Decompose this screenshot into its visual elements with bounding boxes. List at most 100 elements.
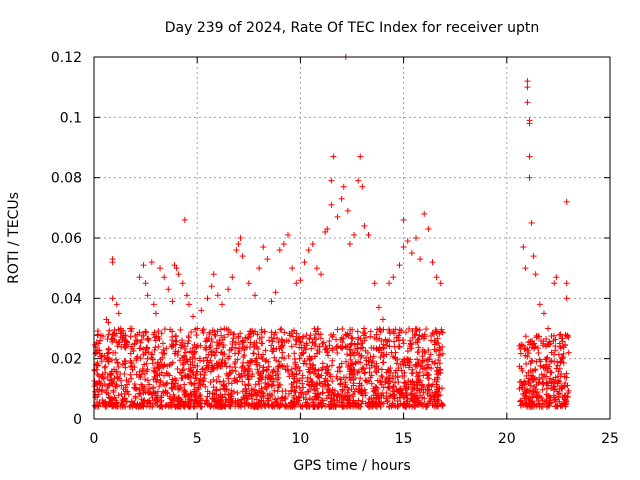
data-point — [329, 378, 336, 385]
data-point — [176, 369, 183, 376]
data-point — [425, 356, 432, 363]
data-point — [407, 340, 414, 347]
data-point — [109, 396, 116, 403]
data-point — [255, 378, 262, 385]
data-point — [146, 381, 153, 388]
data-point — [149, 351, 156, 358]
data-point — [355, 397, 362, 404]
data-point — [345, 386, 352, 393]
data-point — [407, 337, 414, 344]
data-point — [207, 379, 214, 386]
data-point — [181, 381, 188, 388]
data-point — [141, 383, 148, 390]
data-point — [416, 326, 423, 333]
data-point — [217, 392, 224, 399]
data-point — [153, 333, 160, 340]
data-point — [207, 403, 214, 410]
data-point — [161, 350, 168, 357]
data-point — [403, 392, 410, 399]
data-point — [174, 351, 181, 358]
data-point — [113, 368, 120, 375]
data-point — [400, 361, 407, 368]
grid — [94, 57, 610, 419]
data-point — [414, 349, 421, 356]
data-point — [320, 397, 327, 404]
data-point — [152, 337, 159, 344]
y-tick-label: 0.06 — [51, 231, 82, 247]
data-point — [232, 339, 239, 346]
data-point — [309, 396, 316, 403]
data-point — [123, 398, 130, 405]
data-point — [356, 382, 363, 389]
data-point — [429, 330, 436, 337]
data-point — [245, 401, 252, 408]
data-point — [392, 369, 399, 376]
data-point — [380, 359, 387, 366]
data-point — [377, 400, 384, 407]
data-point — [376, 335, 383, 342]
data-point — [232, 397, 239, 404]
data-point — [396, 343, 403, 350]
data-point — [299, 389, 306, 396]
data-point — [256, 362, 263, 369]
data-point — [435, 370, 442, 377]
data-points — [91, 54, 572, 410]
data-point — [349, 335, 356, 342]
data-point — [376, 395, 383, 402]
data-point — [157, 356, 164, 363]
data-point — [370, 345, 377, 352]
data-point — [133, 337, 140, 344]
data-point — [268, 382, 275, 389]
data-point — [159, 340, 166, 347]
data-point — [402, 329, 409, 336]
data-point — [333, 345, 340, 352]
data-point — [420, 384, 427, 391]
data-point — [181, 345, 188, 352]
data-point — [259, 374, 266, 381]
data-point — [114, 360, 121, 367]
data-point — [146, 403, 153, 410]
data-point — [221, 391, 228, 398]
data-point — [383, 342, 390, 349]
data-point — [373, 331, 380, 338]
data-point — [141, 397, 148, 404]
data-point — [136, 345, 143, 352]
data-point — [239, 378, 246, 385]
data-point — [189, 358, 196, 365]
data-point — [184, 373, 191, 380]
data-point — [140, 346, 147, 353]
data-point — [168, 360, 175, 367]
data-point — [320, 339, 327, 346]
data-point — [197, 371, 204, 378]
data-point — [241, 344, 248, 351]
data-point — [293, 395, 300, 402]
data-point — [270, 346, 277, 353]
data-point — [407, 381, 414, 388]
data-point — [118, 382, 125, 389]
data-point — [208, 336, 215, 343]
data-point — [423, 326, 430, 333]
data-point — [278, 326, 285, 333]
data-point — [229, 341, 236, 348]
data-point — [111, 326, 118, 333]
data-point — [435, 357, 442, 364]
data-point — [139, 383, 146, 390]
data-point — [249, 358, 256, 365]
data-point — [400, 340, 407, 347]
data-point — [211, 352, 218, 359]
data-point — [411, 392, 418, 399]
data-point — [395, 365, 402, 372]
data-point — [271, 387, 278, 394]
data-point — [110, 349, 117, 356]
data-point — [313, 350, 320, 357]
data-point — [222, 359, 229, 366]
data-point — [115, 363, 122, 370]
data-point — [285, 352, 292, 359]
data-point — [312, 330, 319, 337]
data-point — [323, 395, 330, 402]
data-point — [281, 329, 288, 336]
data-point — [325, 366, 332, 373]
data-point — [206, 402, 213, 409]
data-point — [108, 401, 115, 408]
